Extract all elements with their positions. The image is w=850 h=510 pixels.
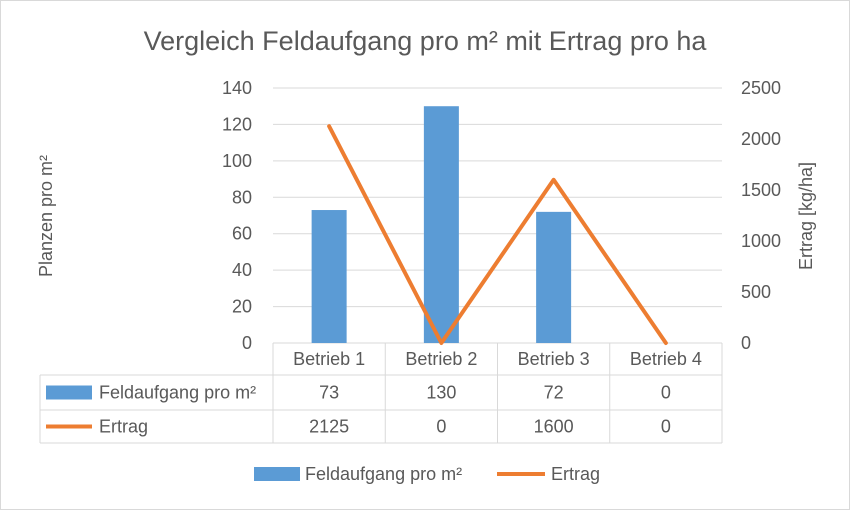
x-tick-label: Betrieb 3 <box>518 349 590 369</box>
bar-series <box>311 106 572 343</box>
table-cell: 73 <box>319 383 339 403</box>
legend-label: Ertrag <box>551 464 600 484</box>
line-series <box>327 124 668 345</box>
y-tick-label: 0 <box>242 333 252 353</box>
table-cell: 72 <box>544 383 564 403</box>
table-legend-key-bar <box>46 385 92 400</box>
y-tick-label: 60 <box>232 224 252 244</box>
table-series-name: Feldaufgang pro m² <box>99 383 256 403</box>
y2-tick-label: 500 <box>741 282 771 302</box>
y2-tick-label: 2500 <box>741 78 781 98</box>
table-cell: 2125 <box>309 417 349 437</box>
table-cell: 130 <box>426 383 456 403</box>
y-axis-ticks: 0 20 40 60 80 100 120 140 <box>222 78 252 353</box>
bar <box>536 211 572 343</box>
y2-tick-label: 1000 <box>741 231 781 251</box>
y2-tick-label: 2000 <box>741 129 781 149</box>
y-tick-label: 20 <box>232 297 252 317</box>
y-tick-label: 120 <box>222 114 252 134</box>
table-series-name: Ertrag <box>99 417 148 437</box>
x-tick-label: Betrieb 2 <box>405 349 477 369</box>
chart-title: Vergleich Feldaufgang pro m² mit Ertrag … <box>144 26 708 56</box>
y-tick-label: 100 <box>222 151 252 171</box>
y-tick-label: 80 <box>232 187 252 207</box>
table-cell: 1600 <box>534 417 574 437</box>
y2-axis-label: Ertrag [kg/ha] <box>796 162 816 270</box>
y2-axis-ticks: 0 500 1000 1500 2000 2500 <box>741 78 781 353</box>
y2-tick-label: 0 <box>741 333 751 353</box>
bar <box>311 210 347 343</box>
y-tick-label: 140 <box>222 78 252 98</box>
legend-key-bar <box>254 467 300 481</box>
data-table: Betrieb 1 Betrieb 2 Betrieb 3 Betrieb 4 Feld… <box>39 342 723 444</box>
table-cell: 0 <box>661 417 671 437</box>
x-tick-label: Betrieb 4 <box>630 349 702 369</box>
legend: Feldaufgang pro m² Ertrag <box>254 464 600 484</box>
y2-tick-label: 1500 <box>741 180 781 200</box>
bar <box>423 106 459 343</box>
legend-label: Feldaufgang pro m² <box>305 464 462 484</box>
series-line <box>327 124 668 345</box>
table-cell: 0 <box>436 417 446 437</box>
table-cell: 0 <box>661 383 671 403</box>
y-tick-label: 40 <box>232 260 252 280</box>
x-tick-label: Betrieb 1 <box>293 349 365 369</box>
y-axis-label: Planzen pro m² <box>36 155 56 277</box>
